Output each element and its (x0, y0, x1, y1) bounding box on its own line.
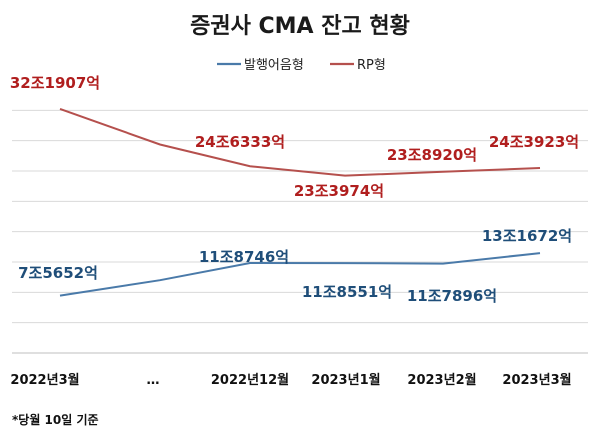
x-tick-label: … (147, 373, 160, 388)
data-label: 13조1672억 (482, 227, 572, 245)
data-label: 24조6333억 (195, 133, 285, 151)
data-label: 11조8551억 (302, 283, 392, 301)
data-label: 24조3923억 (489, 133, 579, 151)
chart-title: 증권사 CMA 잔고 현황 (190, 14, 410, 39)
data-label: 11조8746억 (199, 248, 289, 266)
series-line-1 (59, 107, 541, 177)
x-tick-label: 2022년3월 (10, 372, 79, 388)
series-line-0 (59, 252, 541, 297)
gridlines (12, 109, 588, 354)
legend: 발행어음형 RP형 (217, 57, 386, 73)
footnote: *당월 10일 기준 (12, 412, 99, 427)
x-tick-label: 2023년3월 (502, 372, 571, 388)
x-axis-ticks: 2022년3월 … 2022년12월 2023년1월 2023년2월 2023년3월 (10, 372, 571, 388)
data-label: 32조1907억 (10, 74, 100, 92)
legend-label-series-0: 발행어음형 (244, 57, 304, 73)
legend-label-series-1: RP형 (357, 58, 386, 73)
x-tick-label: 2023년1월 (311, 372, 380, 388)
series-lines (59, 107, 541, 297)
data-labels: 7조5652억 11조8746억 11조8551억 11조7896억 13조1672억 3… (10, 74, 579, 305)
data-label: 23조3974억 (294, 182, 384, 200)
x-tick-label: 2022년12월 (211, 372, 289, 388)
x-tick-label: 2023년2월 (407, 372, 476, 388)
data-label: 11조7896억 (407, 287, 497, 305)
data-label: 7조5652억 (18, 264, 98, 282)
data-label: 23조8920억 (387, 146, 477, 164)
